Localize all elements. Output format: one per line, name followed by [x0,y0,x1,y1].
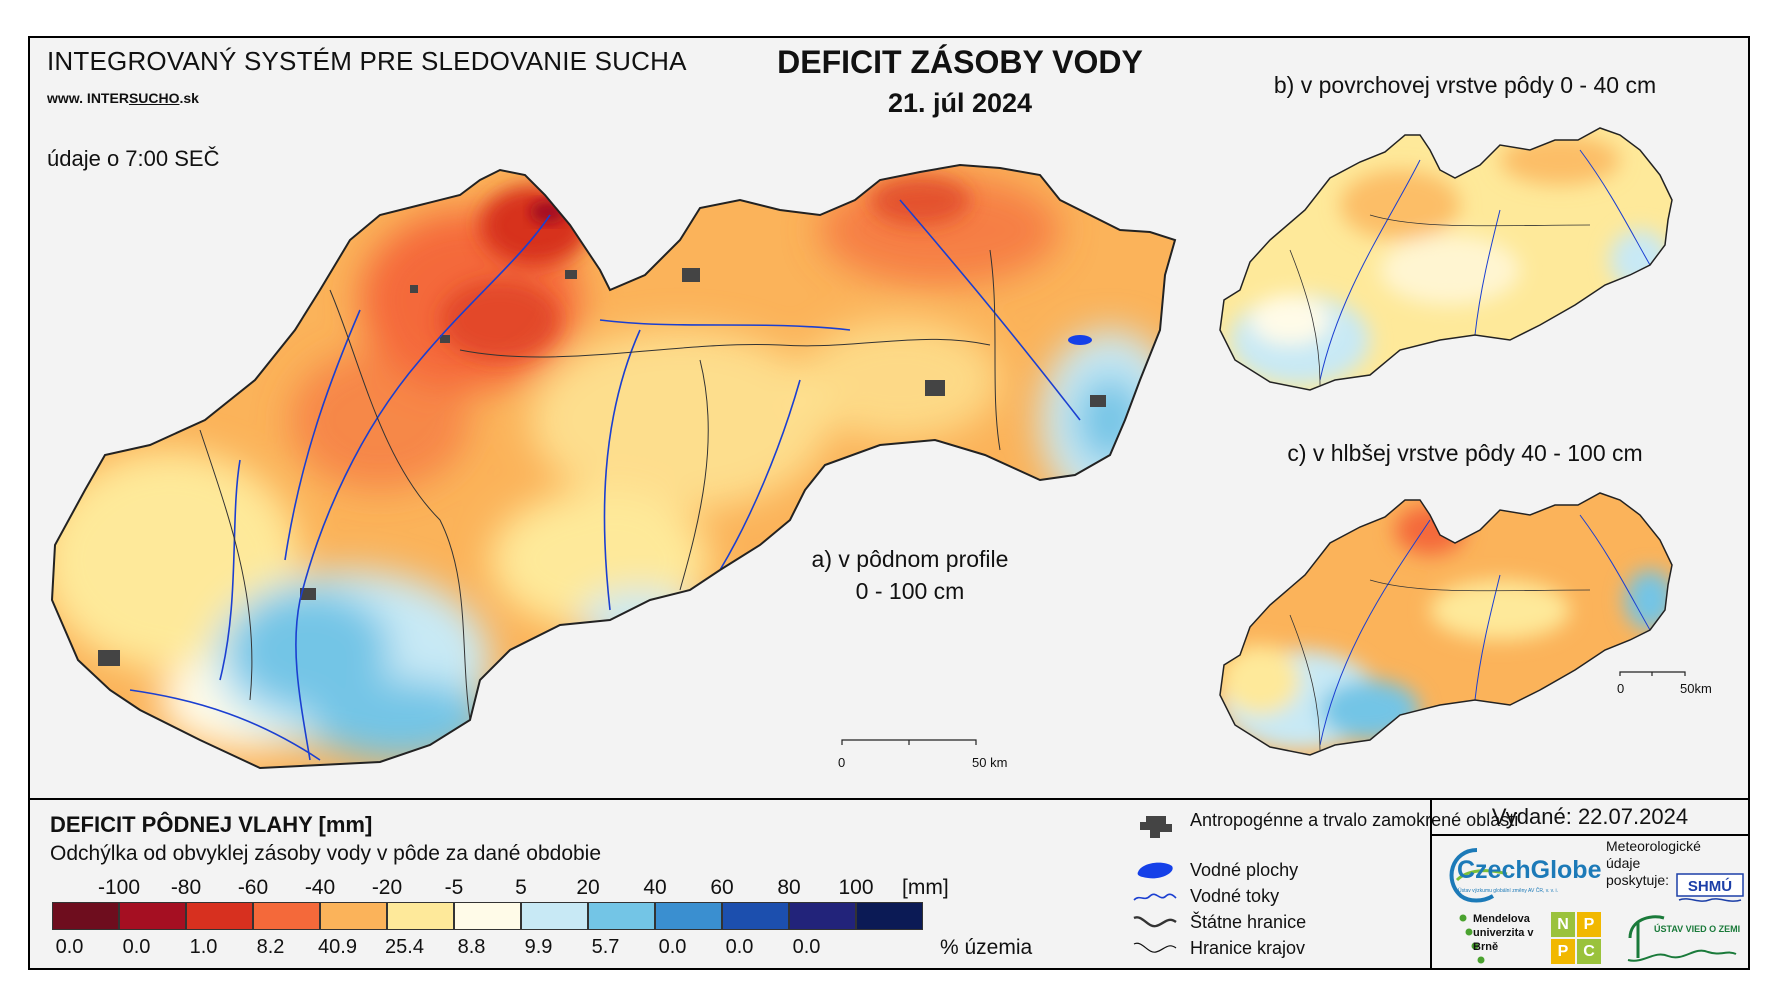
legend-swatch [253,902,320,930]
divider [1430,834,1750,836]
scale-main-start: 0 [838,755,846,770]
nppc-logo: N P P C [1551,912,1601,964]
map-b-label: b) v povrchovej vrstve pôdy 0 - 40 cm [1273,72,1657,98]
met-data-provider: Meteorologické údaje poskytuje: [1606,838,1701,888]
map-c-fill [1220,493,1672,755]
uvz-name: ÚSTAV VIED O ZEMI [1654,924,1741,934]
legend-swatch [521,902,588,930]
map-a-depth: 0 - 100 cm [855,578,965,604]
scale-small-end: 50km [1680,681,1712,696]
legend-swatch [655,902,722,930]
key-region-borders: Hranice krajov [1190,938,1306,958]
legend-tick: 80 [777,876,801,899]
nppc-c: C [1577,939,1601,964]
key-water-bodies: Vodné plochy [1190,860,1299,880]
legend-swatch [588,902,655,930]
mendel-logo [1459,914,1485,964]
legend-tick: -60 [237,876,269,899]
system-title: INTEGROVANÝ SYSTÉM PRE SLEDOVANIE SUCHA [47,46,687,76]
scale-bar-main [841,739,977,745]
legend-swatch [52,902,119,930]
legend-percent: 8.8 [457,936,486,958]
legend-tick: 40 [643,876,667,899]
legend-percent: 9.9 [524,936,553,958]
data-time-note: údaje o 7:00 SEČ [47,146,220,171]
legend-swatch [119,902,186,930]
legend-percent: 25.4 [385,936,424,958]
legend-tick: -100 [97,876,141,899]
legend-percent-label: % územia [940,936,1033,959]
legend-title: DEFICIT PÔDNEJ VLAHY [mm] [50,812,373,837]
nppc-p1: P [1577,912,1601,937]
legend-tick: -20 [371,876,403,899]
map-a-fill [52,165,1175,768]
shmu-wordmark: SHMÚ [1688,877,1732,895]
legend-swatch [789,902,856,930]
mendel-name: Mendelova univerzita v Brně [1473,913,1534,953]
website-link[interactable]: www. INTERSUCHO.sk [47,90,199,106]
legend-tick: 60 [710,876,734,899]
legend-tick: -40 [304,876,336,899]
legend-tick: -5 [444,876,464,899]
legend-percent: 5.7 [591,936,620,958]
issued-date: Vydané: 22.07.2024 [1491,804,1689,829]
legend-percent: 8.2 [256,936,285,958]
map-b-fill [1220,128,1672,390]
legend-percent: 40.9 [318,936,357,958]
map-a-label: a) v pôdnom profile [811,546,1009,572]
scale-bar-small [1619,671,1686,676]
nppc-n: N [1551,912,1575,937]
water-stream-icon [1133,893,1177,901]
legend-swatch [387,902,454,930]
czechglobe-subtitle: Ústav výzkumu globální změny AV ČR, v. v… [1458,888,1559,894]
czechglobe-name: CzechGlobe [1457,856,1602,884]
scale-main-end: 50 km [972,755,1008,770]
legend-percent: 0.0 [55,936,84,958]
legend-tick: 20 [576,876,600,899]
legend-swatch [856,902,923,930]
key-anthropogenic: Antropogénne a trvalo zamokrené oblasti [1190,810,1519,830]
scale-small-start: 0 [1617,681,1625,696]
state-border-icon [1133,916,1177,928]
shmu-logo: SHMÚ [1676,873,1744,902]
nppc-p2: P [1551,939,1575,964]
legend-percent: 1.0 [189,936,218,958]
czechglobe-logo [1449,848,1508,903]
legend-percent: 0.0 [725,936,754,958]
legend-percent: 0.0 [122,936,151,958]
legend-percent: 0.0 [658,936,687,958]
legend-percent: 0.0 [792,936,821,958]
anthropogenic-area-icon [1140,816,1172,838]
legend-swatch [186,902,253,930]
legend-swatch [454,902,521,930]
legend-tick: 5 [515,876,527,899]
water-body-icon [1137,862,1173,879]
map-c-label: c) v hlbšej vrstve pôdy 40 - 100 cm [1287,440,1643,466]
publisher-panel [1430,798,1750,970]
map-date: 21. júl 2024 [887,88,1033,118]
legend-subtitle: Odchýlka od obvyklej zásoby vody v pôde … [50,842,602,865]
page-title: DEFICIT ZÁSOBY VODY [777,44,1143,80]
legend-swatch [320,902,387,930]
legend-unit: [mm] [902,876,949,899]
key-water-streams: Vodné toky [1190,886,1280,906]
region-border-icon [1133,942,1177,953]
legend-tick: 100 [838,876,874,899]
key-state-borders: Štátne hranice [1190,912,1307,932]
legend-swatch [722,902,789,930]
legend-tick: -80 [170,876,202,899]
uvz-logo [1627,915,1737,962]
legend-panel [28,798,1750,972]
